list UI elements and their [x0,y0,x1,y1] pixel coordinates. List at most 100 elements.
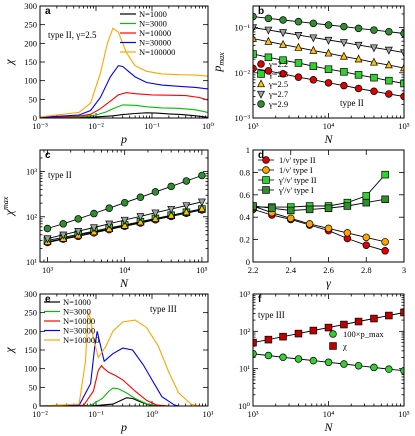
panel-annotation: type II [48,170,72,180]
series-γ=2.3-point [370,73,378,82]
series-γ=2.3-point [309,62,318,70]
series-γ=2.5-point [264,36,273,45]
series-γ'/ν' type I-point [268,204,276,212]
series-γ=2.3-point [340,68,348,76]
series-γ=2.9-point [370,26,378,34]
series-χ^max-point [324,323,333,332]
plot-area [40,27,208,118]
legend-entry: 100×p_max [343,329,384,339]
x-axis-label: N [323,132,333,146]
x-tick-label: 2.8 [361,265,372,275]
series-γ=2.5-point [384,60,393,69]
x-tick-label: 10³ [42,265,54,275]
panel-label: e [45,294,51,305]
x-tick-label: 2.6 [323,265,334,275]
panel-label: c [45,150,51,161]
x-tick-label: 10⁵ [398,409,410,419]
y-axis-label: χ [2,59,16,66]
plot-area [253,170,389,255]
x-tick-label: 10⁻³ [32,121,48,131]
series-1/ν' type I-point [381,238,389,246]
series-γ=2.9-point [198,171,206,180]
series-1/ν' type I-point [362,233,371,242]
x-tick-label: 10⁴ [323,121,335,131]
series-γ=2.3-point [264,53,273,62]
series-γ=2.5-point [339,51,348,60]
series-γ=2.9-point [294,17,303,26]
y-axis-label-sup: max [1,196,10,210]
y-tick-label: 0 [33,401,37,411]
legend-entry: 1/ν' type I [279,165,313,175]
legend-entry: N=100000 [139,47,175,57]
legend-marker [257,90,265,99]
series-γ=2.9-point [182,177,191,185]
series-γ=2.9-point [120,198,129,207]
x-tick-label: 10⁻¹ [144,121,160,131]
series-γ=2.9-point [400,29,404,38]
plot-frame [39,149,209,263]
series-γ=2.9-point [74,215,82,223]
y-tick-label: 1 [246,145,250,155]
legend-marker [257,100,265,108]
legend: 1/ν' type II1/ν' type Iγ'/ν' type IIγ'/ν… [258,155,317,195]
series-1/ν' type II-point [362,241,371,249]
series-χ^max-point [294,329,303,338]
series-γ=2.7-point [197,198,206,207]
series-N=3000-line [40,387,162,406]
y-tick-label: 300 [24,289,37,299]
series-γ=2.2-point [340,81,348,90]
y-tick-label: 10¹ [239,364,251,374]
legend-entry: 1/ν' type II [279,155,316,165]
series-100×p_max-point [324,358,333,367]
series-1/ν' type I-point [287,214,295,223]
x-tick-label: 10³ [247,409,259,419]
y-tick-label: 10⁻¹ [234,23,250,33]
series-χ^max-point [340,320,348,329]
series-γ=2.7-point [354,41,363,50]
plot-frame [39,293,209,407]
legend-marker [262,176,270,184]
series-γ=2.2-point [279,70,287,78]
series-γ=2.5-point [309,45,318,54]
series-γ=2.5-point [167,210,176,219]
x-tick-label: 10⁻² [88,121,104,131]
series-γ=2.7-point [59,231,68,240]
y-tick-label: 0 [246,257,250,267]
y-tick-label: 10⁻³ [234,113,250,123]
y-tick-label: 150 [24,345,37,355]
plot-frame [252,5,405,119]
x-axis-label: N [323,420,333,434]
series-1/ν' type I-point [343,229,352,237]
y-tick-label: 100 [24,76,37,86]
y-tick-label: 10⁻² [234,68,250,78]
y-tick-label: 0.8 [239,167,250,177]
series-100×p_max-point [385,365,393,373]
x-tick-label: 3 [402,265,406,275]
legend-marker [257,60,265,68]
series-γ=2.5-point [136,217,145,226]
x-axis-label: N [119,276,129,290]
plot-area [43,171,206,247]
series-γ=2.5-point [253,33,257,42]
series-γ=2.7-point [369,44,378,53]
legend-marker [329,330,337,338]
series-γ=2.7-point [309,34,318,43]
series-γ=2.5-point [279,39,288,48]
series-γ=2.3-point [400,79,404,88]
series-γ=2.9-point [90,209,98,218]
series-γ=2.7-point [253,24,257,33]
series-γ=2.2-point [294,73,303,81]
legend-entry: N=30000 [139,38,171,48]
legend-marker [329,342,337,350]
series-γ=2.9-point [354,24,363,33]
legend-entry: N=1000 [63,297,91,307]
x-axis-label: γ [326,276,331,290]
series-γ=2.2-point [370,87,378,96]
series-γ=2.2-point [309,76,318,84]
legend-entry: N=10000 [139,28,171,38]
plot-frame [252,149,405,263]
x-tick-label: 10³ [247,121,259,131]
series-γ'/ν' type II-point [381,170,389,179]
